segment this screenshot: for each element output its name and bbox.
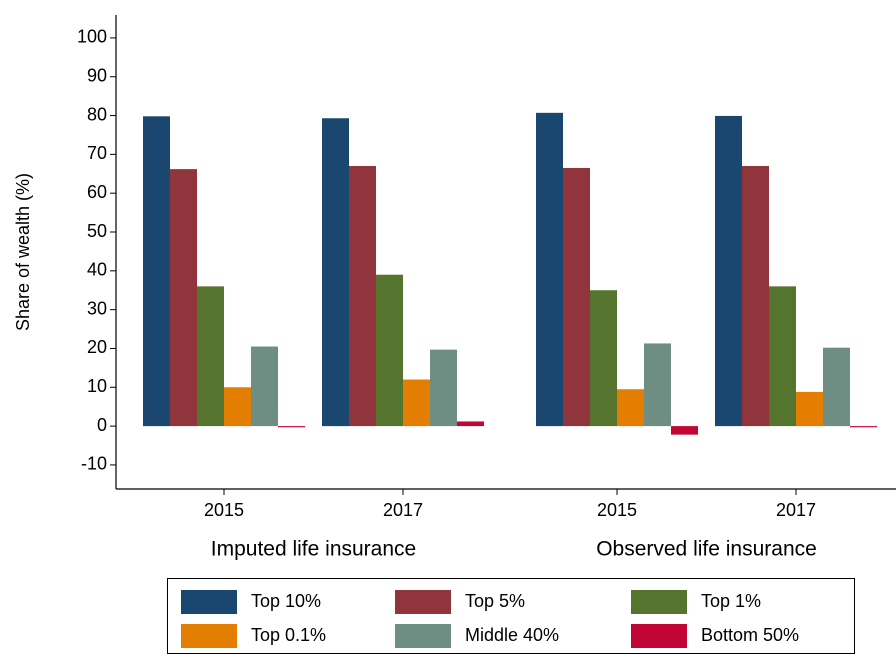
- y-axis-label: Share of wealth (%): [13, 173, 33, 331]
- bar: [430, 349, 457, 427]
- y-tick-label: 70: [87, 143, 107, 163]
- y-tick-label: -10: [81, 454, 107, 474]
- legend-swatch: [181, 590, 237, 614]
- bar: [644, 343, 671, 427]
- bar: [197, 286, 224, 427]
- bar: [251, 346, 278, 427]
- bar: [376, 274, 403, 427]
- bar: [536, 112, 563, 427]
- y-tick-label: 10: [87, 376, 107, 396]
- bar: [457, 421, 484, 427]
- legend-swatch: [631, 590, 687, 614]
- bar: [349, 166, 376, 427]
- x-tick-label: 2017: [383, 500, 423, 520]
- legend-swatch: [395, 590, 451, 614]
- bar: [617, 389, 644, 427]
- legend-label: Bottom 50%: [701, 625, 799, 645]
- y-tick-label: 40: [87, 260, 107, 280]
- legend-label: Top 10%: [251, 591, 321, 611]
- legend-swatch: [395, 624, 451, 648]
- y-tick-label: 0: [97, 415, 107, 435]
- bar: [322, 118, 349, 427]
- group-label: Imputed life insurance: [211, 538, 416, 561]
- y-tick-label: 80: [87, 104, 107, 124]
- group-label: Observed life insurance: [596, 538, 817, 561]
- bar: [170, 169, 197, 427]
- bar: [823, 347, 850, 427]
- bar: [742, 166, 769, 427]
- y-tick-label: 30: [87, 298, 107, 318]
- bar: [143, 116, 170, 427]
- x-tick-label: 2015: [204, 500, 244, 520]
- legend-swatch: [631, 624, 687, 648]
- legend-label: Middle 40%: [465, 625, 559, 645]
- x-tick-label: 2017: [776, 500, 816, 520]
- bar: [224, 387, 251, 427]
- y-tick-label: 100: [77, 27, 107, 47]
- legend-label: Top 5%: [465, 591, 525, 611]
- legend-label: Top 1%: [701, 591, 761, 611]
- bar: [590, 290, 617, 427]
- bar: [671, 426, 698, 435]
- legend-swatch: [181, 624, 237, 648]
- bar: [563, 167, 590, 427]
- y-tick-label: 50: [87, 221, 107, 241]
- bar: [715, 115, 742, 427]
- bar: [796, 391, 823, 427]
- y-tick-label: 60: [87, 182, 107, 202]
- legend-label: Top 0.1%: [251, 625, 326, 645]
- bar: [403, 379, 430, 427]
- y-tick-label: 90: [87, 65, 107, 85]
- bar: [850, 426, 877, 428]
- x-tick-label: 2015: [597, 500, 637, 520]
- y-tick-label: 20: [87, 337, 107, 357]
- bar: [769, 286, 796, 427]
- bar: [278, 426, 305, 428]
